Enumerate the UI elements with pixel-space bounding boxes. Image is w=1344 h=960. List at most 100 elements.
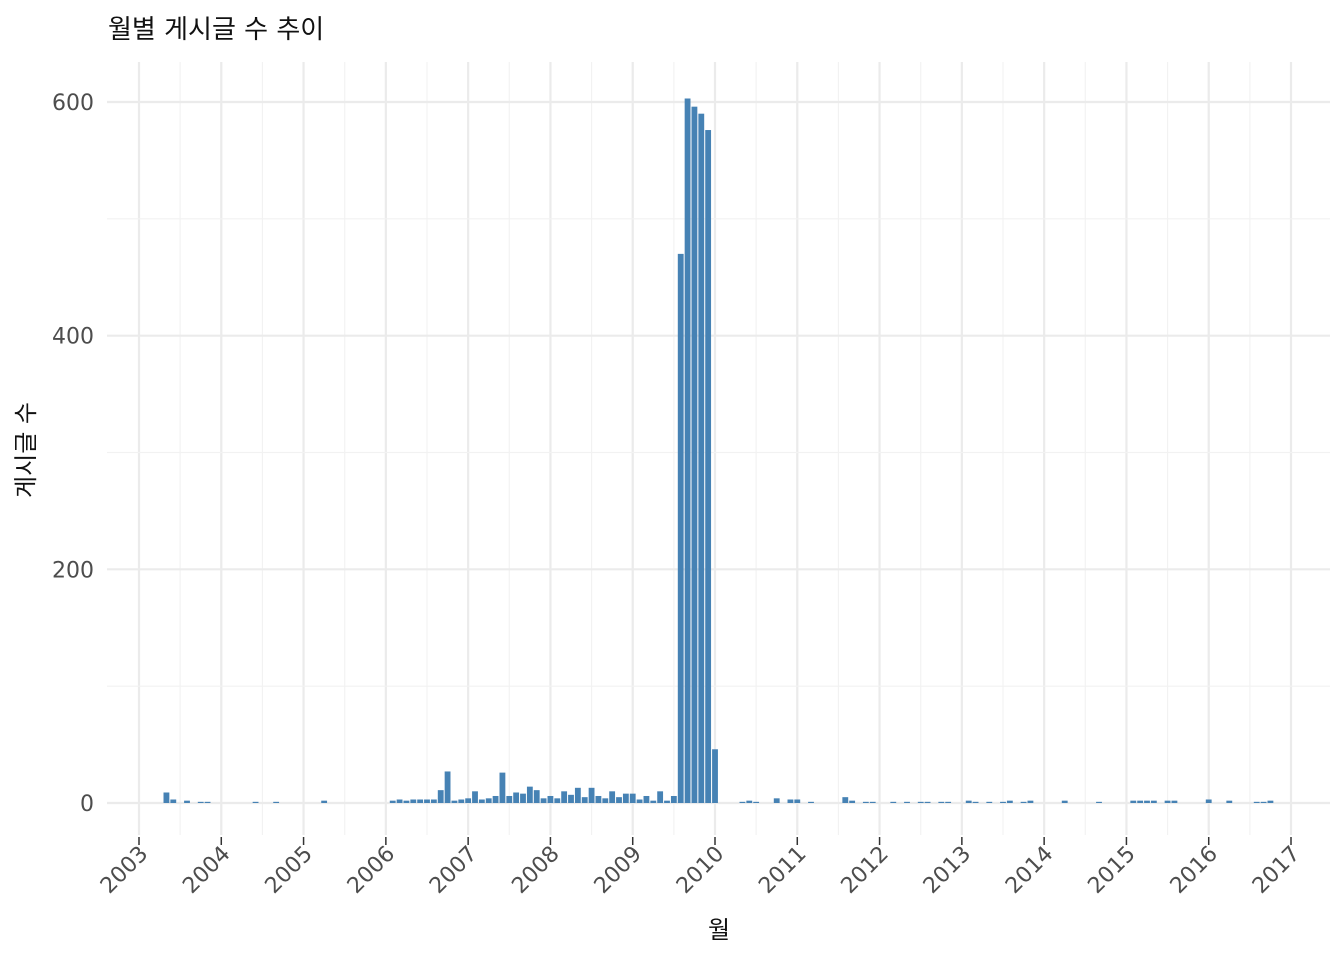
bar (520, 793, 526, 803)
bar (568, 794, 574, 803)
bar (396, 799, 403, 803)
bar (430, 799, 437, 803)
bar (753, 801, 760, 803)
bar (1096, 801, 1102, 803)
bar (917, 801, 924, 803)
bar (451, 800, 458, 803)
chart-title: 월별 게시글 수 추이 (108, 15, 324, 45)
bar (437, 790, 444, 803)
bar (869, 801, 876, 803)
bar (1000, 801, 1006, 803)
bar (540, 798, 547, 803)
x-axis-label: 월 (708, 916, 730, 944)
bar (403, 800, 410, 803)
bar (472, 791, 478, 803)
bar (705, 130, 712, 804)
bar (698, 113, 705, 804)
bar (842, 797, 849, 803)
bar (924, 801, 931, 803)
bar (321, 800, 328, 803)
x-tick-label: 2005 (261, 842, 318, 899)
bar (410, 799, 417, 803)
bar (629, 793, 636, 803)
bar (1130, 800, 1137, 803)
bar (691, 106, 698, 804)
bar (890, 801, 897, 803)
bar (492, 795, 499, 803)
bar (588, 787, 595, 803)
x-tick-label: 2010 (672, 842, 729, 899)
bar (904, 801, 910, 803)
bar (163, 792, 170, 803)
bar (204, 801, 211, 803)
bar (636, 799, 643, 803)
bar (684, 98, 691, 803)
bar (1020, 801, 1027, 803)
bar (664, 800, 670, 803)
bar (424, 799, 430, 803)
bar (986, 801, 993, 803)
x-tick-label: 2006 (343, 842, 400, 899)
x-tick-label: 2014 (1001, 842, 1058, 899)
bar (273, 801, 280, 803)
bar (1171, 800, 1178, 803)
bar (773, 798, 780, 803)
x-tick-label: 2016 (1166, 842, 1223, 899)
bar (739, 801, 746, 803)
x-tick-label: 2004 (178, 842, 235, 899)
bar (808, 801, 814, 803)
bar (670, 795, 677, 803)
bar (561, 791, 568, 803)
bar (458, 799, 465, 803)
bar (657, 791, 664, 803)
bar (533, 790, 540, 803)
bar (787, 799, 794, 803)
bar (389, 800, 396, 803)
bar (554, 798, 561, 803)
bar (972, 801, 979, 803)
bar (1150, 800, 1157, 803)
bar (862, 801, 869, 803)
y-tick-label: 200 (52, 558, 94, 583)
bar (197, 801, 204, 803)
y-axis-ticks: 0 200 400 600 (52, 91, 94, 817)
bar (602, 798, 609, 803)
bar (465, 798, 472, 803)
bar (1137, 800, 1144, 803)
bar (712, 749, 718, 803)
bar (746, 800, 753, 803)
bar (478, 799, 485, 803)
bar (1205, 799, 1212, 803)
x-tick-label: 2009 (590, 842, 647, 899)
bar (616, 797, 622, 803)
bar (945, 801, 952, 803)
bar (506, 795, 513, 803)
bar (1061, 800, 1068, 803)
bar (170, 799, 177, 803)
bar (417, 799, 424, 803)
gridlines (107, 62, 1330, 835)
bar (184, 800, 190, 803)
bar (485, 798, 492, 803)
bar (595, 795, 602, 803)
x-tick-label: 2007 (425, 842, 482, 899)
x-tick-label: 2012 (837, 842, 894, 899)
bar (1260, 801, 1267, 803)
bar (849, 800, 856, 803)
x-tick-label: 2013 (919, 842, 976, 899)
bar (574, 787, 581, 803)
x-tick-label: 2011 (754, 842, 811, 899)
y-tick-label: 600 (52, 91, 94, 116)
bar (650, 800, 657, 803)
bar (643, 795, 650, 803)
bar (499, 772, 506, 803)
bar (1267, 800, 1274, 803)
bar (1027, 800, 1034, 803)
bar (513, 792, 520, 803)
bar (677, 253, 684, 803)
bar (794, 799, 801, 803)
x-tick-label: 2003 (96, 842, 153, 899)
bar (938, 801, 945, 803)
bar (252, 801, 259, 803)
